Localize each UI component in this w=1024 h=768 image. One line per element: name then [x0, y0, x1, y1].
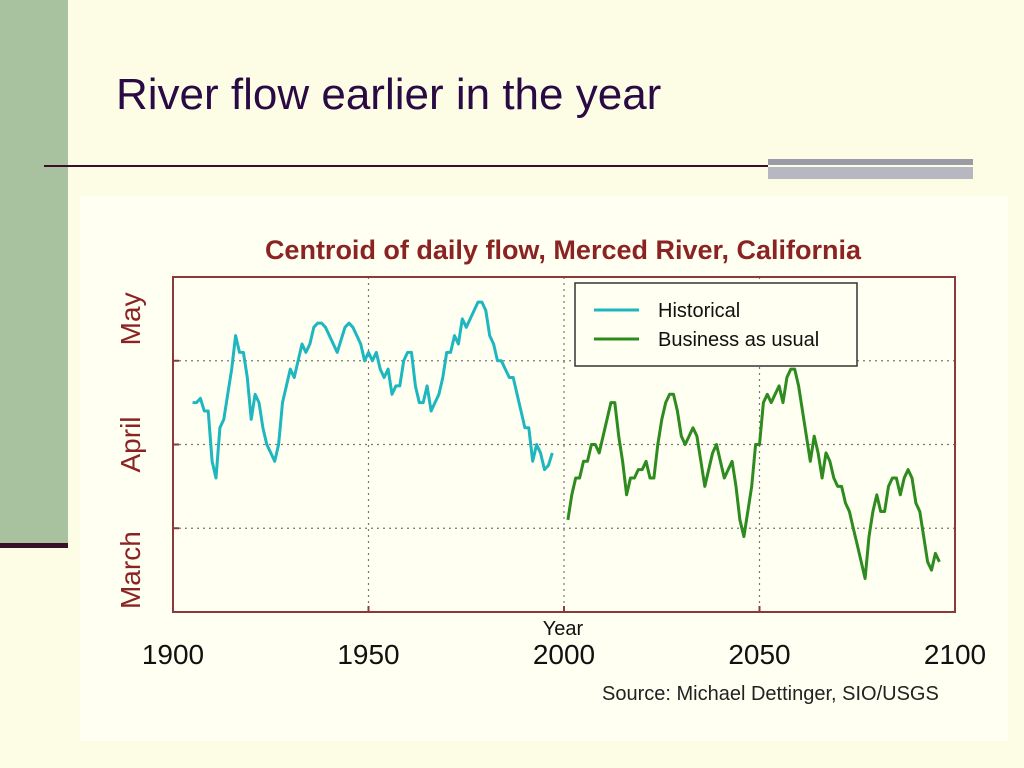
y-tick-label: April [115, 416, 146, 472]
x-tick-label: 1950 [337, 639, 399, 670]
x-tick-label: 2050 [728, 639, 790, 670]
y-tick-label: May [115, 292, 146, 345]
series-line [192, 300, 554, 480]
x-tick-label: 2000 [533, 639, 595, 670]
series-line [566, 367, 941, 580]
x-axis-label: Year [543, 618, 584, 640]
title-underline-accent [768, 159, 973, 179]
title-underline [44, 165, 768, 167]
legend-box [574, 282, 858, 367]
slide-title: River flow earlier in the year [116, 70, 662, 119]
chart-title: Centroid of daily flow, Merced River, Ca… [265, 235, 862, 265]
sidebar-accent-bar [0, 0, 68, 545]
source-credit: Source: Michael Dettinger, SIO/USGS [602, 683, 939, 705]
legend-label: Historical [658, 300, 740, 322]
x-tick-label: 1900 [142, 639, 204, 670]
legend-label: Business as usual [658, 329, 819, 351]
y-tick-label: March [115, 531, 146, 609]
sidebar-accent-line [0, 543, 68, 548]
x-tick-label: 2100 [924, 639, 986, 670]
